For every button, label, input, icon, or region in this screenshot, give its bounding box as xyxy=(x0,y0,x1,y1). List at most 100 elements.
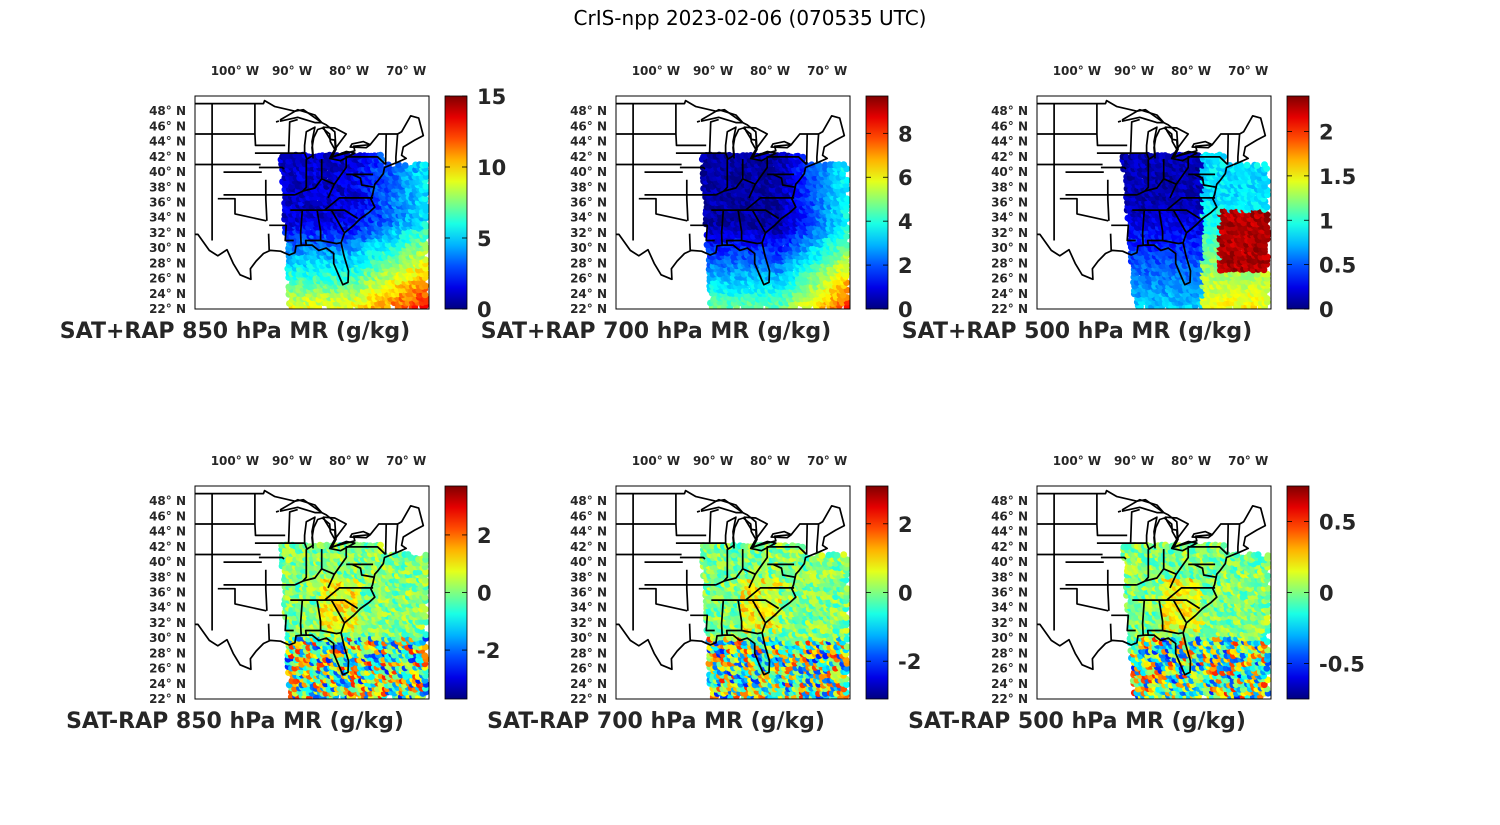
state-border xyxy=(1117,120,1122,123)
great-lake xyxy=(279,108,323,124)
state-border xyxy=(1059,197,1109,222)
swath-dot xyxy=(422,161,429,169)
colorbar-tick-label: 8 xyxy=(898,122,913,146)
state-border xyxy=(1096,103,1128,147)
lat-tick-label: 48° N xyxy=(570,104,607,118)
swath-dot xyxy=(840,161,848,168)
swath-dot xyxy=(1123,153,1130,161)
state-border xyxy=(1173,209,1201,220)
lon-tick-label: 90° W xyxy=(693,64,733,78)
lat-tick-label: 36° N xyxy=(149,196,186,210)
colorbar xyxy=(1286,95,1310,310)
lat-tick-label: 26° N xyxy=(149,272,186,286)
swath-dot xyxy=(1253,162,1261,169)
state-border xyxy=(287,118,298,154)
lon-tick-label: 70° W xyxy=(807,64,847,78)
colorbar-tick-label: 0.5 xyxy=(1319,254,1356,278)
lat-tick-label: 46° N xyxy=(149,119,186,133)
state-border xyxy=(1146,209,1164,246)
swath-dot xyxy=(842,212,850,220)
swath-dot xyxy=(401,162,409,169)
colorbar-tick-label: 4 xyxy=(898,210,913,234)
lat-tick-label: 40° N xyxy=(991,165,1028,179)
state-border xyxy=(1100,166,1127,170)
map-frame xyxy=(194,95,430,310)
lat-tick-label: 40° N xyxy=(570,165,607,179)
swath-dot xyxy=(422,183,429,190)
state-border xyxy=(1141,210,1146,246)
state-border xyxy=(772,173,796,189)
state-border xyxy=(254,103,286,147)
basemap xyxy=(616,99,846,286)
lon-tick-label: 80° W xyxy=(750,64,790,78)
state-border xyxy=(1169,183,1178,199)
state-border xyxy=(720,210,725,246)
colorbar xyxy=(865,95,889,310)
state-border xyxy=(395,133,399,163)
state-border xyxy=(299,210,304,246)
state-border xyxy=(1144,159,1150,192)
state-border xyxy=(302,159,308,192)
state-border xyxy=(1162,239,1183,245)
map-panel-2: 100° W 90° W 80° W 70° W 48° N 46° N 44° N 42° … xyxy=(481,55,941,355)
lat-tick-label: 34° N xyxy=(570,211,607,225)
state-border xyxy=(258,166,285,170)
lon-tick-label: 80° W xyxy=(329,64,369,78)
lat-tick-label: 22° N xyxy=(570,302,607,316)
great-lake xyxy=(743,126,769,150)
lat-tick-label: 36° N xyxy=(991,196,1028,210)
state-border xyxy=(679,166,706,170)
lat-tick-label: 34° N xyxy=(149,211,186,225)
lon-tick-label: 90° W xyxy=(1114,64,1154,78)
state-border xyxy=(331,209,359,220)
swath-dot xyxy=(821,161,829,169)
swath-dot xyxy=(1263,216,1271,224)
lat-tick-label: 34° N xyxy=(991,211,1028,225)
lat-tick-label: 42° N xyxy=(991,150,1028,164)
map-svg: 100° W 90° W 80° W 70° W48° N46° N44° N42° … xyxy=(991,64,1356,322)
map-svg: 100° W 90° W 80° W 70° W48° N46° N44° N42° … xyxy=(149,454,500,706)
swath-dot xyxy=(422,228,429,236)
swath-dot xyxy=(825,212,833,220)
great-lake xyxy=(724,126,737,160)
state-border xyxy=(327,183,336,199)
colorbar-tick-label: 2 xyxy=(1319,121,1334,145)
panel-label: SAT+RAP 850 hPa MR (g/kg) xyxy=(59,319,411,344)
state-border xyxy=(675,103,707,147)
swath-dot xyxy=(787,270,795,277)
basemap xyxy=(1037,99,1267,286)
swath-dot xyxy=(366,249,374,256)
lat-tick-label: 44° N xyxy=(991,135,1028,149)
lat-tick-label: 44° N xyxy=(570,135,607,149)
colorbar-tick-label: 6 xyxy=(898,166,913,190)
lat-tick-label: 46° N xyxy=(570,119,607,133)
state-border xyxy=(1129,118,1140,154)
lon-tick-label: 80° W xyxy=(1171,64,1211,78)
lat-tick-label: 28° N xyxy=(991,256,1028,270)
state-border xyxy=(816,133,820,163)
state-border xyxy=(1226,133,1230,165)
panel-label: SAT+RAP 700 hPa MR (g/kg) xyxy=(480,319,832,344)
lat-tick-label: 44° N xyxy=(149,135,186,149)
state-border xyxy=(275,120,280,123)
lat-tick-label: 28° N xyxy=(149,256,186,270)
lon-tick-label: 70° W xyxy=(386,64,426,78)
lat-tick-label: 46° N xyxy=(991,119,1028,133)
map-frame xyxy=(615,95,851,310)
lat-tick-label: 38° N xyxy=(991,180,1028,194)
lon-tick-label: 70° W xyxy=(1228,64,1268,78)
state-border xyxy=(708,118,719,154)
swath-dot xyxy=(1243,161,1251,169)
colorbar-tick-label: 0 xyxy=(898,298,913,322)
lat-tick-label: 42° N xyxy=(570,150,607,164)
colorbar-tick-label: 1.5 xyxy=(1319,165,1356,189)
colorbar-tick-label: 15 xyxy=(477,85,506,109)
lat-tick-label: 38° N xyxy=(570,180,607,194)
state-border xyxy=(1136,156,1229,196)
lat-tick-label: 32° N xyxy=(149,226,186,240)
lat-tick-label: 32° N xyxy=(570,226,607,240)
swath-dot xyxy=(1201,232,1209,240)
swath-dot xyxy=(743,287,750,294)
state-border xyxy=(264,179,268,221)
state-border xyxy=(1193,173,1217,189)
